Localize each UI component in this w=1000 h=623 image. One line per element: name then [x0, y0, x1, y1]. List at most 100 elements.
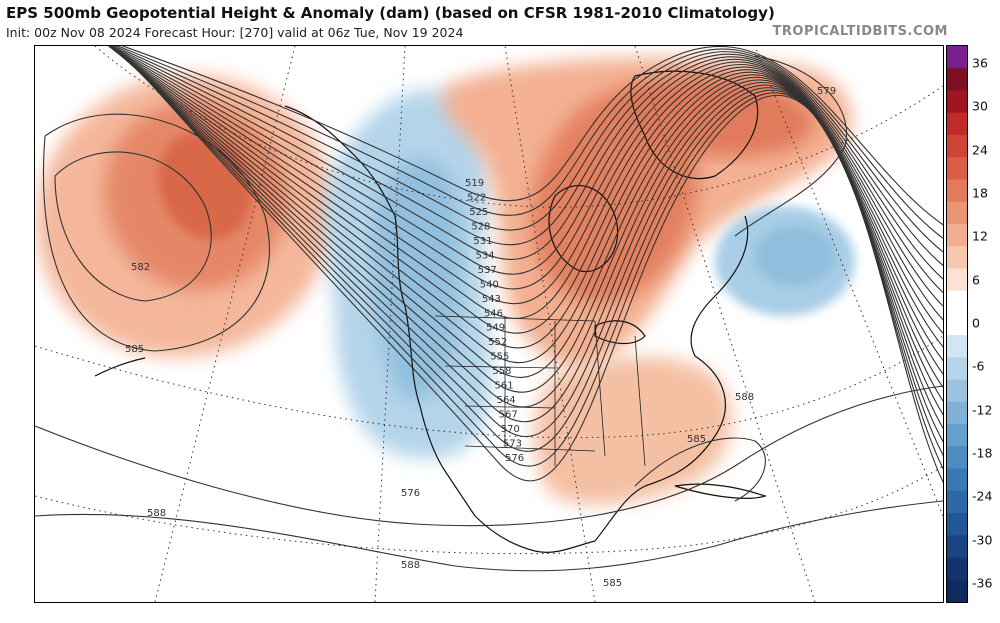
height-contour [116, 46, 943, 239]
contour-label: 570 [501, 424, 520, 435]
contour-label: 588 [735, 392, 754, 403]
contour-label: 585 [687, 434, 706, 445]
colorbar-swatch [947, 424, 967, 447]
colorbar-label: -30 [972, 532, 993, 548]
colorbar-swatch [947, 513, 967, 536]
height-contour [108, 46, 943, 294]
height-contour [117, 52, 943, 375]
contour-label: 567 [499, 410, 518, 421]
height-contour [110, 46, 943, 267]
contour-label: 585 [603, 578, 622, 589]
lat-lon-grid [35, 46, 943, 602]
height-contour [734, 55, 847, 237]
colorbar-swatch [947, 579, 967, 602]
height-contour [113, 46, 943, 253]
site-credit: TROPICALTIDBITS.COM [772, 24, 948, 39]
contour-label: 540 [480, 279, 499, 290]
colorbar-swatch [947, 134, 967, 158]
colorbar-swatch [947, 468, 967, 492]
height-contour [35, 385, 943, 527]
colorbar-label: 6 [972, 272, 980, 288]
colorbar-label: 30 [972, 98, 988, 114]
colorbar [946, 45, 968, 603]
map-svg: 519 522 525 528 531 534 537 540 543 546 549 552 555 5… [35, 46, 943, 602]
contour-label: 543 [482, 294, 501, 305]
colorbar-swatch [947, 46, 967, 69]
colorbar-swatch [947, 201, 967, 225]
negative-anomaly-atlantic-core [755, 226, 835, 286]
contour-label: 555 [490, 352, 509, 363]
contour-label: 582 [131, 262, 150, 273]
height-contour [115, 51, 943, 362]
chart-subtitle: Init: 00z Nov 08 2024 Forecast Hour: [27… [6, 25, 464, 40]
map-panel: 519 522 525 528 531 534 537 540 543 546 549 552 555 5… [34, 45, 944, 603]
colorbar-swatch [947, 290, 967, 314]
colorbar-label: 12 [972, 228, 988, 244]
contour-labels: 519 522 525 528 531 534 537 540 543 546 549 552 555 5… [125, 86, 836, 589]
contour-label: 576 [505, 453, 524, 464]
contour-label: 552 [488, 337, 507, 348]
contour-label: 519 [465, 178, 484, 189]
colorbar-label: 36 [972, 55, 988, 71]
colorbar-swatch [947, 490, 967, 514]
contour-label: 528 [471, 221, 490, 232]
contour-label: 531 [473, 236, 492, 247]
height-contours [35, 46, 943, 572]
contour-label: 576 [401, 488, 420, 499]
contour-label: 585 [125, 344, 144, 355]
colorbar-swatch [947, 157, 967, 180]
colorbar-label: 0 [972, 315, 980, 331]
height-contour [54, 151, 212, 302]
colorbar-swatch [947, 379, 967, 403]
colorbar-swatch [947, 268, 967, 292]
contour-label: 579 [817, 86, 836, 97]
colorbar-label: -18 [972, 445, 993, 461]
colorbar-swatch [947, 446, 967, 470]
height-contour [109, 46, 943, 280]
colorbar-svg [947, 46, 967, 602]
colorbar-swatch [947, 90, 967, 114]
colorbar-swatch [947, 401, 967, 425]
colorbar-label: -6 [972, 358, 985, 374]
colorbar-label: -12 [972, 402, 993, 418]
colorbar-label: 24 [972, 142, 988, 158]
colorbar-swatch [947, 557, 967, 581]
contour-label: 525 [469, 207, 488, 218]
colorbar-label: -24 [972, 488, 993, 504]
contour-label: 573 [503, 439, 522, 450]
coastlines [94, 70, 767, 553]
colorbar-swatch [947, 223, 967, 247]
contour-label: 549 [486, 323, 505, 334]
height-contour [42, 113, 270, 352]
chart-title: EPS 500mb Geopotential Height & Anomaly … [6, 4, 775, 22]
colorbar-label: -36 [972, 575, 993, 591]
colorbar-swatch [947, 246, 967, 269]
colorbar-swatch [947, 68, 967, 91]
contour-label: 546 [484, 308, 503, 319]
colorbar-swatch [947, 535, 967, 559]
contour-label: 588 [147, 508, 166, 519]
colorbar-labels: 36 30 24 18 12 6 0 -6 -12 -18 -24 -30 -36 [970, 45, 1000, 603]
height-contour [121, 46, 943, 226]
colorbar-swatch [947, 179, 967, 203]
colorbar-swatch [947, 312, 967, 336]
contour-label: 558 [492, 366, 511, 377]
contour-label: 561 [494, 381, 513, 392]
colorbar-swatch [947, 112, 967, 136]
colorbar-swatch [947, 335, 967, 358]
height-contour [109, 46, 943, 321]
colorbar-label: 18 [972, 185, 988, 201]
height-contour [111, 48, 943, 334]
contour-label: 588 [401, 560, 420, 571]
positive-anomaly-southeast [534, 357, 732, 505]
contour-label: 537 [478, 265, 497, 276]
height-contour [634, 437, 766, 502]
contour-label: 522 [467, 192, 486, 203]
height-contour [35, 500, 943, 572]
height-contour [134, 65, 943, 483]
contour-label: 564 [497, 395, 516, 406]
colorbar-swatch [947, 357, 967, 381]
height-contour [113, 49, 943, 348]
height-contour [107, 46, 943, 307]
contour-label: 534 [476, 250, 495, 261]
